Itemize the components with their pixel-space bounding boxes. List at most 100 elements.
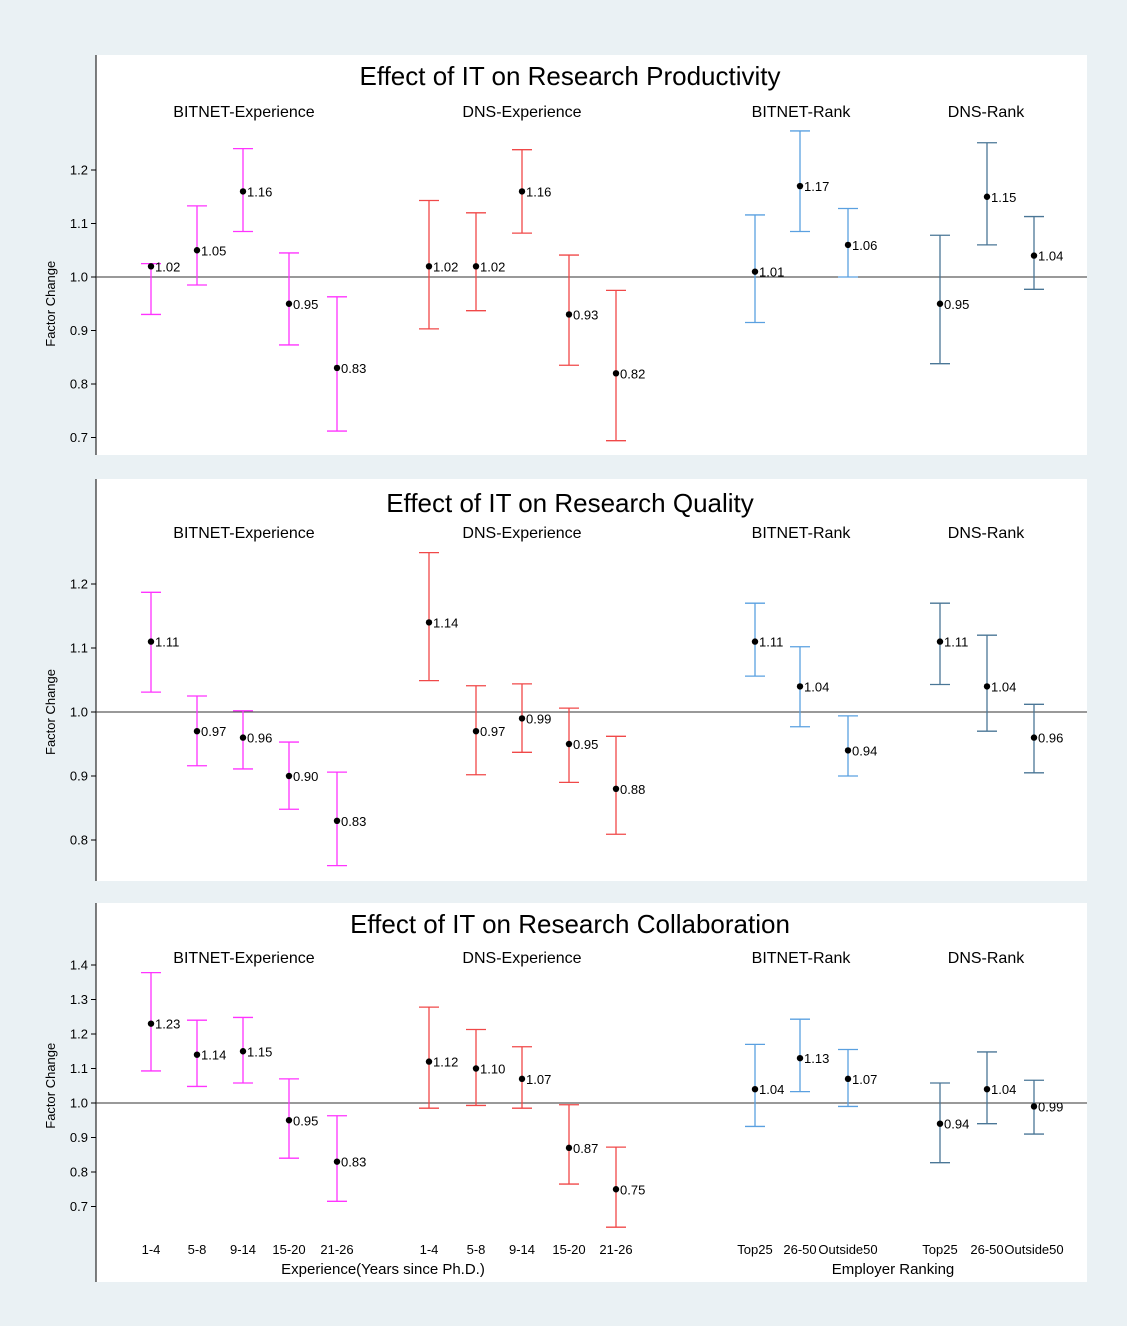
point-estimate — [472, 728, 480, 735]
point-estimate — [518, 1075, 526, 1083]
group-label: BITNET-Experience — [173, 525, 314, 542]
x-category-label: 5-8 — [467, 1242, 486, 1257]
data-label: 1.12 — [433, 1055, 458, 1070]
data-label: 0.82 — [620, 366, 645, 381]
series-bitnet-experience: BITNET-Experience 1.11 0.97 0.96 0.90 0.83 — [141, 525, 366, 867]
point-estimate — [796, 1054, 804, 1062]
y-axis-title: Factor Change — [43, 261, 58, 347]
y-tick-label: 0.7 — [70, 1199, 88, 1214]
data-label: 0.83 — [341, 814, 366, 829]
group-label: DNS-Experience — [462, 950, 581, 967]
data-label: 0.95 — [293, 1113, 318, 1128]
data-label: 1.02 — [480, 259, 505, 274]
data-label: 1.17 — [804, 179, 829, 194]
x-category-label: 1-4 — [420, 1242, 439, 1257]
data-label: 0.94 — [944, 1117, 969, 1132]
data-label: 1.13 — [804, 1051, 829, 1066]
data-label: 1.02 — [433, 259, 458, 274]
point-estimate — [1030, 1103, 1038, 1110]
point-estimate — [333, 817, 341, 824]
x-category-label: 1-4 — [142, 1242, 161, 1257]
point-estimate — [425, 263, 433, 270]
y-tick-label: 0.7 — [70, 430, 88, 445]
point-estimate — [751, 638, 759, 645]
data-label: 1.16 — [526, 184, 551, 199]
point-estimate — [983, 683, 991, 690]
series-bitnet-rank: BITNET-Rank 1.01 1.17 1.06 — [745, 104, 877, 324]
y-tick-label: 1.0 — [70, 1096, 88, 1111]
x-category-label: 15-20 — [272, 1242, 305, 1257]
point-estimate — [936, 638, 944, 645]
plot-area — [96, 55, 1087, 455]
data-label: 1.04 — [991, 1082, 1016, 1097]
data-label: 1.02 — [155, 259, 180, 274]
x-category-label: Top25 — [922, 1242, 957, 1257]
point-estimate — [285, 1117, 293, 1124]
data-label: 1.04 — [991, 679, 1016, 694]
point-estimate — [472, 263, 480, 270]
x-category-label: 21-26 — [599, 1242, 632, 1257]
data-label: 0.95 — [573, 737, 598, 752]
panel-3: 0.7 0.8 0.9 1.0 1.1 1.2 1.3 1.4 Factor Change Eff… — [43, 903, 1087, 1282]
series-bitnet-experience: BITNET-Experience 1.02 1.05 1.16 0.95 0.83 — [141, 104, 366, 432]
series-dns-rank: DNS-Rank 0.95 1.15 1.04 — [930, 104, 1063, 365]
series-bitnet-experience: BITNET-Experience 1.23 1-4 1.14 5-8 1.15 9-14 0… — [141, 950, 366, 1257]
point-estimate — [565, 1144, 573, 1152]
point-estimate — [612, 370, 620, 377]
data-label: 0.87 — [573, 1141, 598, 1156]
point-estimate — [333, 364, 341, 372]
x-category-label: Outside50 — [818, 1242, 877, 1257]
group-label: BITNET-Experience — [173, 104, 314, 121]
data-label: 0.97 — [201, 724, 226, 739]
data-label: 1.05 — [201, 243, 226, 258]
series-dns-experience: DNS-Experience 1.14 0.97 0.99 0.95 0.88 — [419, 525, 645, 835]
point-estimate — [193, 1051, 201, 1058]
point-estimate — [1030, 734, 1038, 741]
series-dns-experience: DNS-Experience 1.12 1-4 1.10 5-8 1.07 9-14 0.87… — [419, 950, 645, 1257]
y-tick-label: 0.9 — [70, 323, 88, 338]
point-estimate — [983, 193, 991, 200]
series-dns-rank: DNS-Rank 1.11 1.04 0.96 — [930, 525, 1063, 774]
data-label: 1.11 — [155, 635, 179, 650]
y-tick-label: 0.8 — [70, 377, 88, 392]
data-label: 0.99 — [526, 711, 551, 726]
point-estimate — [936, 1120, 944, 1127]
panel-title: Effect of IT on Research Quality — [386, 488, 754, 518]
data-label: 1.11 — [759, 635, 783, 650]
point-estimate — [936, 300, 944, 307]
point-estimate — [239, 734, 247, 741]
point-estimate — [612, 1186, 620, 1193]
x-category-label: 26-50 — [970, 1242, 1003, 1257]
y-tick-label: 1.2 — [70, 1027, 88, 1042]
plot-area — [96, 479, 1087, 881]
point-estimate — [285, 772, 293, 780]
x-axis-title-experience: Experience(Years since Ph.D.) — [281, 1261, 485, 1278]
data-label: 1.04 — [759, 1082, 784, 1097]
point-estimate — [425, 619, 433, 626]
data-label: 1.23 — [155, 1017, 180, 1032]
group-label: DNS-Experience — [462, 525, 581, 542]
data-label: 0.83 — [341, 361, 366, 376]
data-label: 1.06 — [852, 238, 877, 253]
data-label: 1.11 — [944, 635, 968, 650]
data-label: 1.07 — [852, 1072, 877, 1087]
y-tick-label: 1.0 — [70, 705, 88, 720]
point-estimate — [147, 1020, 155, 1027]
point-estimate — [518, 715, 526, 722]
y-tick-label: 1.0 — [70, 270, 88, 285]
y-tick-label: 0.8 — [70, 833, 88, 848]
x-category-label: Outside50 — [1004, 1242, 1063, 1257]
series-bitnet-rank: BITNET-Rank 1.04 Top25 1.13 26-50 1.07 Outside… — [737, 950, 877, 1257]
point-estimate — [239, 188, 247, 195]
x-category-label: 26-50 — [783, 1242, 816, 1257]
data-label: 0.90 — [293, 769, 318, 784]
data-label: 0.93 — [573, 307, 598, 322]
y-tick-label: 1.2 — [70, 163, 88, 178]
group-label: BITNET-Experience — [173, 950, 314, 967]
y-tick-label: 0.8 — [70, 1165, 88, 1180]
point-estimate — [751, 268, 759, 275]
data-label: 1.01 — [759, 265, 784, 280]
group-label: BITNET-Rank — [752, 525, 852, 542]
plot-area — [96, 903, 1087, 1282]
y-tick-label: 1.4 — [70, 958, 88, 973]
